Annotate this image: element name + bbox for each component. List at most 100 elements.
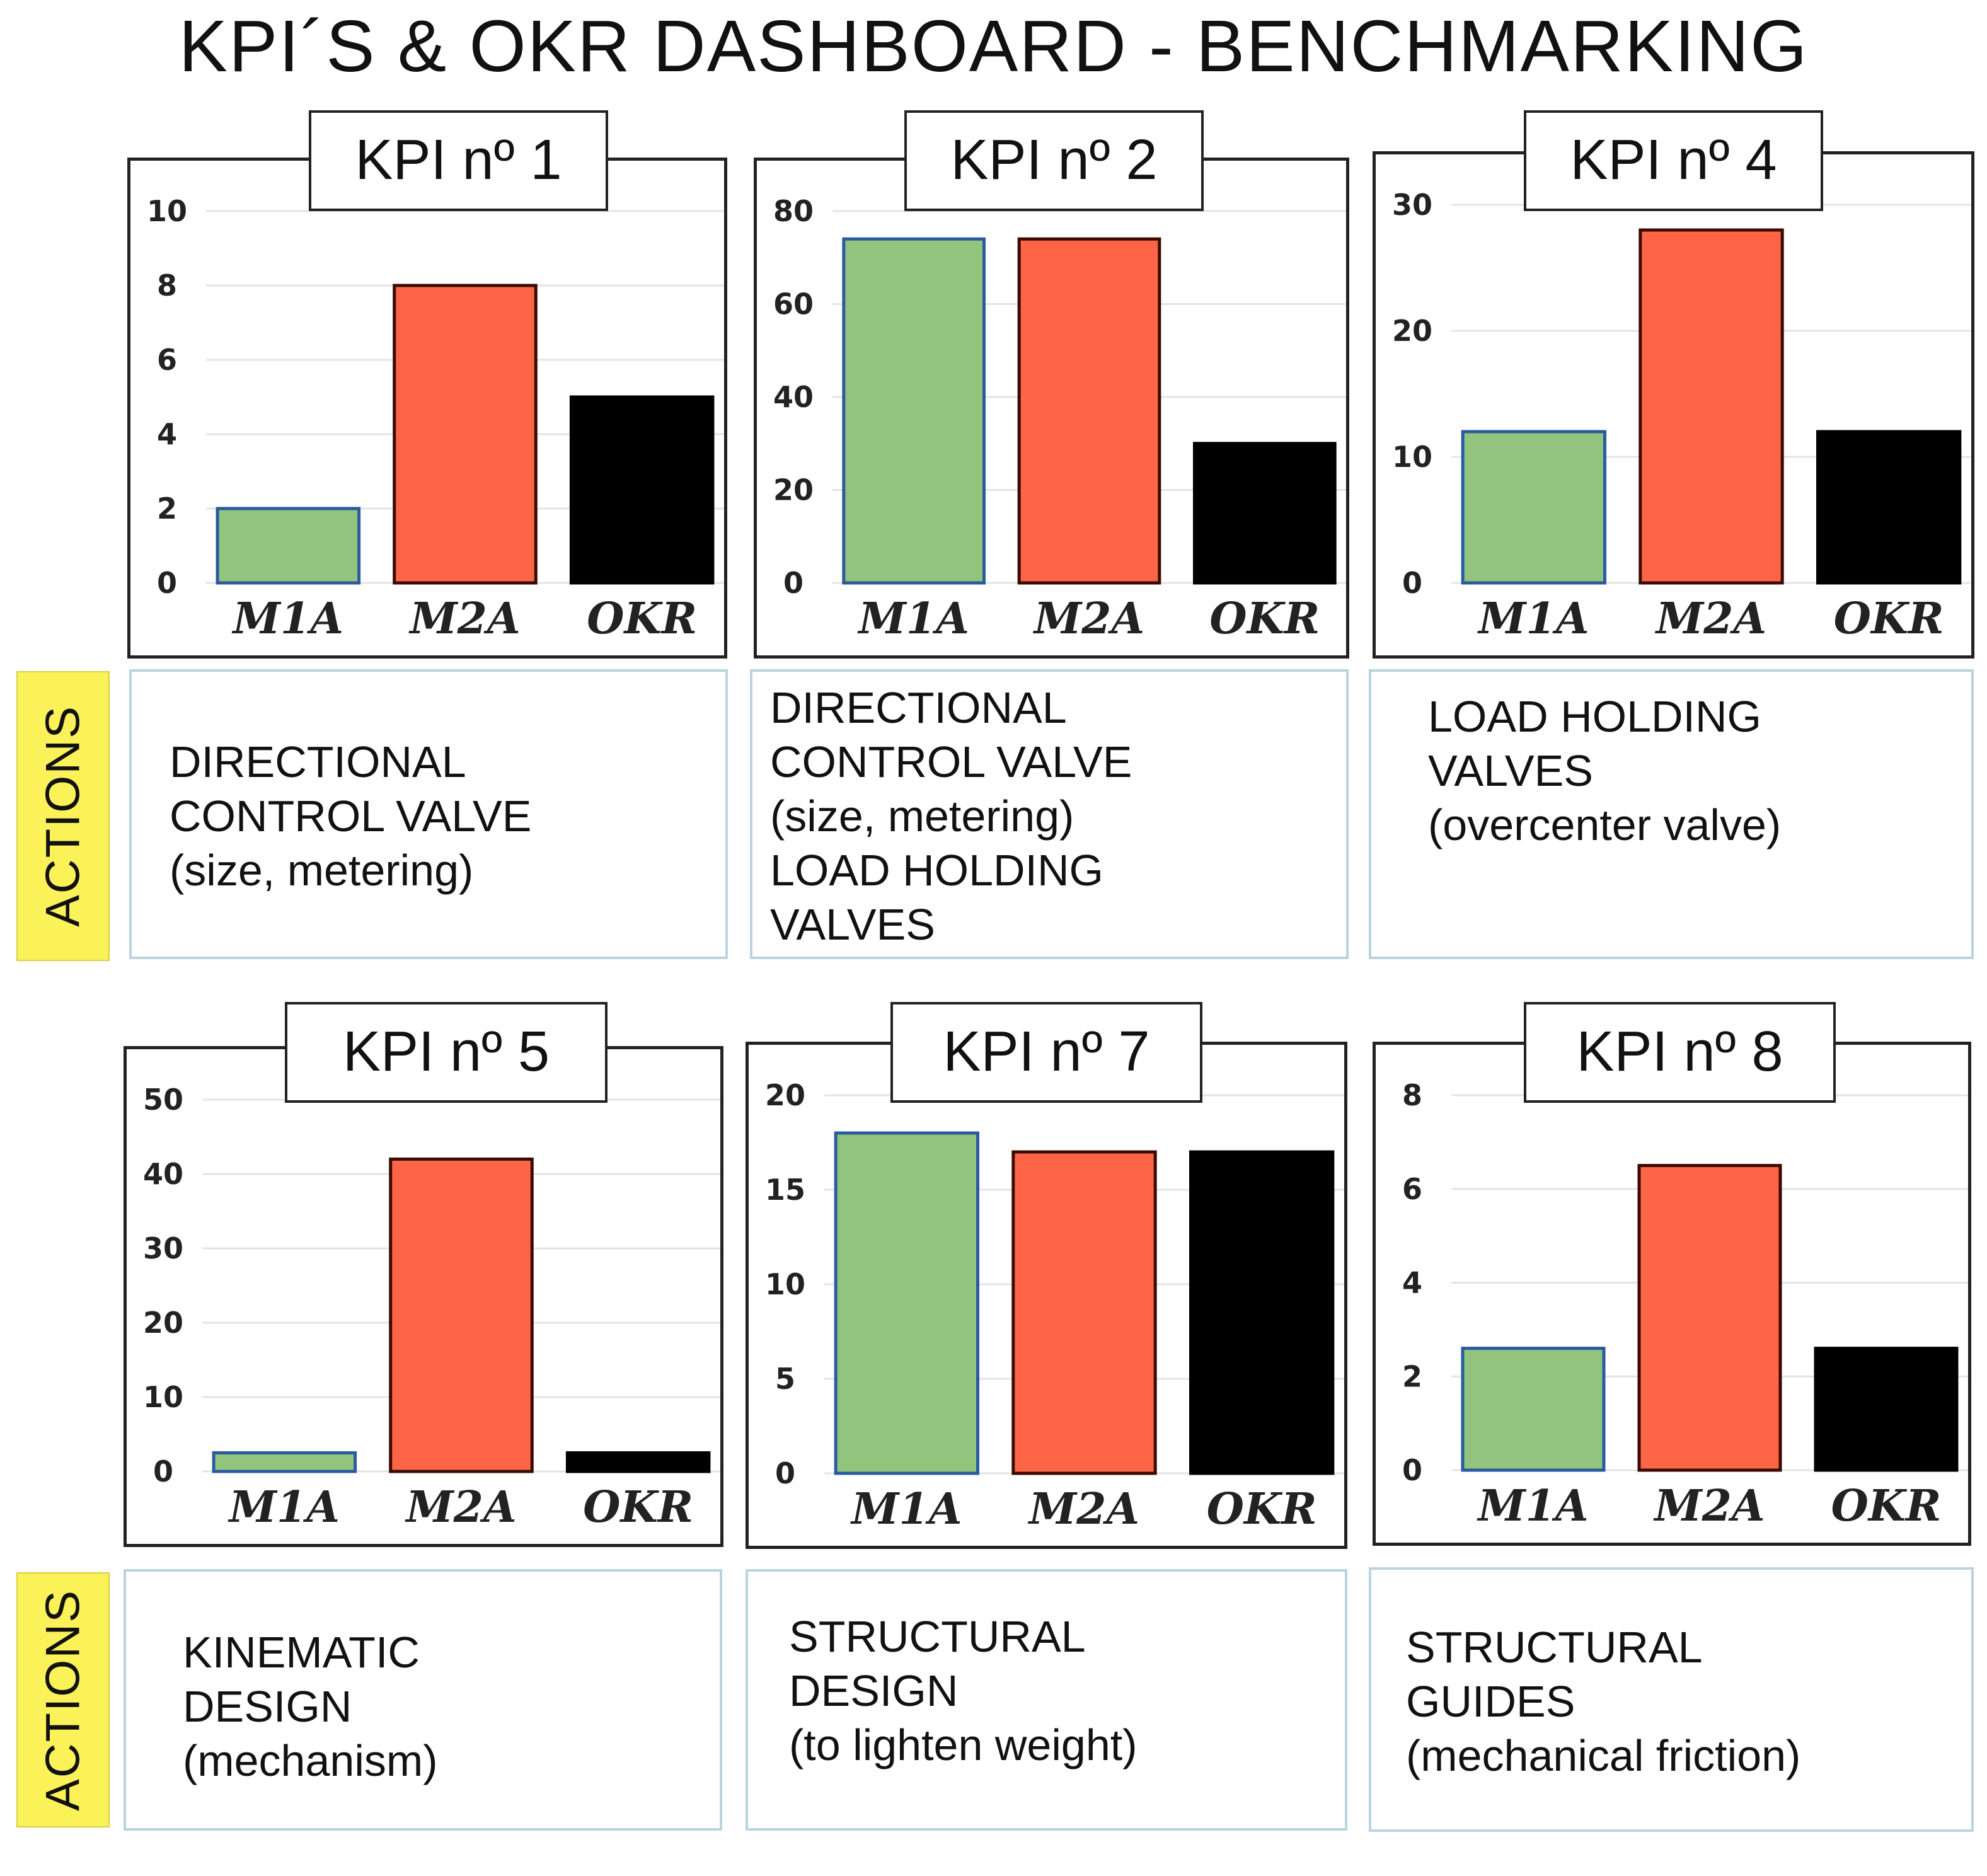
bar-m2a [1639, 228, 1784, 585]
category-label: M1A [1477, 1481, 1588, 1531]
action-text-line: VALVES [1428, 746, 1593, 795]
kpi-chart-5: 0 5 10 15 20 M1A M2A OKR [746, 1042, 1347, 1549]
kpi-chart-svg: 0 2 4 6 8 M1A M2A OKR [1402, 1078, 1968, 1531]
action-text-line: STRUCTURAL [789, 1612, 1086, 1661]
y-tick-label: 0 [153, 1454, 173, 1488]
y-tick-label: 10 [765, 1267, 805, 1301]
actions-tag-row-2: ACTIONS [16, 1572, 110, 1827]
actions-tag-label: ACTIONS [36, 705, 90, 927]
bar-m1a [842, 237, 986, 585]
y-tick-label: 15 [765, 1173, 805, 1207]
category-label: M1A [857, 594, 969, 644]
action-text-line: DESIGN [183, 1682, 352, 1731]
y-tick-label: 10 [143, 1380, 183, 1414]
y-tick-label: 40 [143, 1157, 183, 1191]
y-tick-label: 10 [1392, 440, 1432, 474]
action-text-line: (overcenter valve) [1428, 800, 1782, 849]
category-label: M2A [408, 594, 520, 644]
bar-m2a [1011, 1150, 1157, 1475]
y-tick-label: 8 [1402, 1078, 1422, 1112]
y-tick-label: 0 [783, 566, 803, 600]
kpi-chart-svg: 0 10 20 30 M1A M2A OKR [1392, 188, 1971, 644]
category-label: OKR [587, 594, 697, 644]
page-title: KPI´S & OKR DASHBOARD - BENCHMARKING [178, 5, 1809, 87]
category-label: M2A [1653, 1481, 1765, 1531]
y-tick-label: 30 [143, 1231, 183, 1265]
kpi-title: KPI nº 7 [890, 1002, 1202, 1103]
kpi-title: KPI nº 4 [1524, 110, 1823, 211]
category-label: M1A [232, 594, 343, 644]
category-label: M2A [1028, 1484, 1139, 1534]
y-tick-label: 60 [773, 287, 814, 321]
actions-box-1: DIRECTIONAL CONTROL VALVE (size, metering) [129, 669, 728, 959]
bar-m1a [1461, 1347, 1606, 1472]
y-tick-label: 20 [765, 1078, 805, 1112]
action-text-line: VALVES [770, 900, 935, 949]
action-text-line: (mechanical friction) [1406, 1731, 1801, 1780]
y-tick-label: 50 [143, 1083, 183, 1117]
kpi-title: KPI nº 2 [904, 110, 1204, 211]
y-tick-label: 40 [773, 380, 814, 414]
kpi-title: KPI nº 1 [309, 110, 608, 211]
bar-okr [565, 1451, 711, 1473]
bar-m2a [389, 1157, 534, 1473]
bar-okr [1193, 442, 1337, 585]
kpi-title: KPI nº 5 [285, 1002, 608, 1103]
action-text-line: (size, metering) [170, 846, 474, 895]
category-label: OKR [1209, 594, 1320, 644]
kpi-chart-svg: 0 2 4 6 8 10 M1A M2A OKR [147, 194, 724, 644]
kpi-chart-svg: 0 10 20 30 40 50 M1A M2A OKR [143, 1083, 720, 1533]
category-label: M1A [1477, 594, 1589, 644]
y-tick-label: 30 [1392, 188, 1432, 222]
action-text-line: DIRECTIONAL [170, 737, 466, 786]
y-tick-label: 0 [775, 1456, 795, 1490]
bar-m1a [216, 507, 361, 585]
bar-m2a [1637, 1164, 1782, 1472]
category-label: M1A [850, 1484, 962, 1534]
action-text-line: LOAD HOLDING [770, 846, 1103, 895]
y-tick-label: 20 [773, 473, 814, 507]
action-text-line: CONTROL VALVE [770, 737, 1132, 786]
y-tick-label: 0 [1402, 1453, 1422, 1487]
y-tick-label: 6 [1402, 1172, 1422, 1206]
action-text-line: STRUCTURAL [1406, 1623, 1703, 1672]
category-label: M2A [1033, 594, 1144, 644]
action-text-line: DESIGN [789, 1666, 959, 1715]
bar-okr [569, 395, 715, 585]
kpi-chart-3: 0 10 20 30 M1A M2A OKR [1373, 151, 1974, 659]
actions-box-6: STRUCTURAL GUIDES (mechanical friction) [1369, 1567, 1974, 1832]
bar-m2a [393, 284, 538, 585]
y-tick-label: 2 [1402, 1359, 1422, 1393]
bar-okr [1189, 1150, 1335, 1475]
y-tick-label: 5 [775, 1362, 795, 1396]
kpi-chart-svg: 0 20 40 60 80 M1A M2A OKR [773, 194, 1346, 644]
action-text-line: (size, metering) [770, 791, 1074, 841]
kpi-chart-2: 0 20 40 60 80 M1A M2A OKR [754, 158, 1349, 659]
kpi-chart-4: 0 10 20 30 40 50 M1A M2A OKR [124, 1046, 723, 1547]
y-tick-label: 20 [1392, 314, 1432, 348]
category-label: OKR [1831, 1481, 1942, 1531]
y-tick-label: 0 [1402, 566, 1422, 600]
actions-box-5: STRUCTURAL DESIGN (to lighten weight) [746, 1569, 1347, 1831]
category-label: M2A [1655, 594, 1766, 644]
category-label: OKR [1207, 1484, 1317, 1534]
bar-m2a [1017, 237, 1161, 585]
actions-box-3: LOAD HOLDING VALVES (overcenter valve) [1369, 669, 1974, 959]
kpi-chart-6: 0 2 4 6 8 M1A M2A OKR [1373, 1042, 1971, 1546]
actions-box-4: KINEMATIC DESIGN (mechanism) [124, 1569, 722, 1831]
y-tick-label: 6 [157, 343, 177, 377]
bar-m1a [834, 1131, 979, 1475]
bar-okr [1814, 1347, 1959, 1472]
y-tick-label: 4 [157, 417, 177, 451]
y-tick-label: 80 [773, 194, 814, 228]
category-label: M1A [228, 1482, 340, 1533]
action-text-line: CONTROL VALVE [170, 791, 532, 841]
action-text-line: (to lighten weight) [789, 1720, 1137, 1770]
bar-m1a [1461, 430, 1606, 585]
y-tick-label: 2 [157, 492, 177, 526]
y-tick-label: 8 [157, 268, 177, 302]
y-tick-label: 4 [1402, 1266, 1422, 1300]
y-tick-label: 0 [157, 566, 177, 600]
action-text-line: LOAD HOLDING [1428, 692, 1761, 741]
action-text-line: DIRECTIONAL [770, 683, 1067, 732]
